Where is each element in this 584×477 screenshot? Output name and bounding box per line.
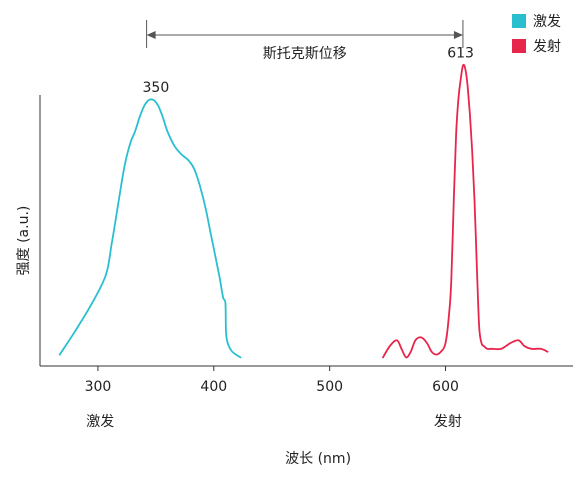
x-tick-label: 600 — [432, 379, 459, 395]
series-line-excitation — [58, 98, 242, 359]
legend-swatch — [512, 14, 526, 28]
series-layer — [58, 63, 549, 359]
axes: 300 400 500 600 波长 (nm) 强度 (a.u.) 激发 发射 — [16, 95, 573, 467]
shift-arrowhead-right — [453, 31, 463, 39]
series-line-emission — [382, 63, 549, 359]
legend-label: 激发 — [533, 13, 561, 30]
region-label: 激发 — [86, 413, 114, 430]
y-axis-title: 强度 (a.u.) — [16, 206, 32, 276]
x-axis-title: 波长 (nm) — [285, 451, 351, 467]
legend-swatch — [512, 39, 526, 53]
annotations: 350 613 斯托克斯位移 — [143, 20, 474, 96]
x-tick-label: 300 — [85, 379, 112, 395]
peak-label: 613 — [447, 46, 474, 62]
x-tick-label: 500 — [316, 379, 343, 395]
shift-arrow-label: 斯托克斯位移 — [263, 46, 347, 62]
shift-arrowhead-left — [146, 31, 156, 39]
region-label: 发射 — [434, 414, 462, 430]
legend-label: 发射 — [533, 39, 561, 55]
x-tick-label: 400 — [200, 379, 227, 395]
peak-label: 350 — [143, 80, 170, 96]
